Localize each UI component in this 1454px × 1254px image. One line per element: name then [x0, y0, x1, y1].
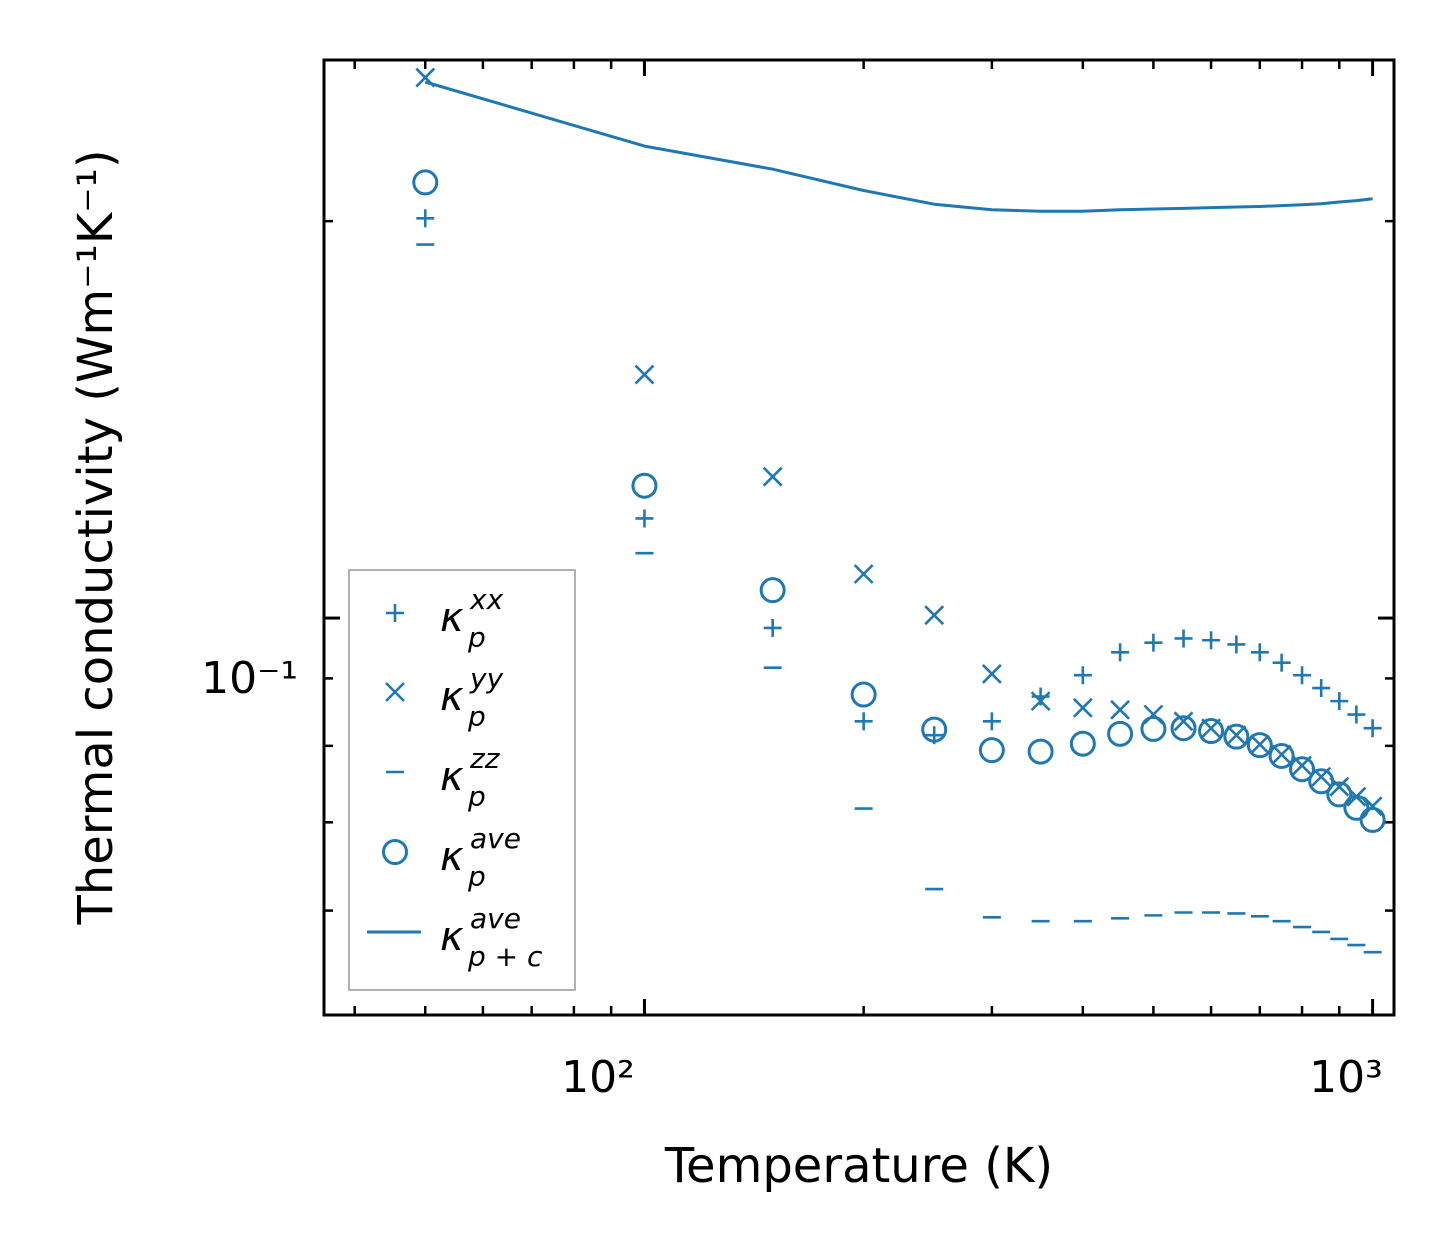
data-point-plus: [1330, 692, 1349, 711]
legend-marker: [386, 604, 404, 622]
legend-label-superscript: yy: [469, 662, 504, 695]
legend-label-superscript: zz: [469, 742, 501, 775]
legend-label: κ: [440, 914, 464, 960]
data-point-x: [634, 364, 655, 385]
legend-label-superscript: ave: [470, 902, 521, 935]
legend-label: κ: [440, 834, 464, 880]
data-point-x: [1226, 725, 1247, 746]
x-tick-label-100: 10²: [561, 1052, 635, 1103]
legend-label-subscript: p: [467, 860, 486, 893]
legend-label-subscript: p: [467, 780, 486, 813]
data-point-plus: [1111, 643, 1130, 662]
series-plus: [416, 209, 1382, 745]
data-point-plus: [1227, 635, 1246, 654]
legend-entry: κ yy p: [385, 662, 504, 733]
legend-entry: κ ave p: [382, 822, 521, 893]
legend-label: κ: [440, 754, 464, 800]
major-ticks: [324, 60, 1394, 1015]
data-point-plus: [416, 209, 435, 228]
data-point-circle: [1289, 756, 1316, 783]
x-tick-labels: 10² 10³: [561, 1052, 1383, 1103]
legend-label-subscript: p: [467, 700, 486, 733]
x-axis-label: Temperature (K): [664, 1138, 1053, 1194]
data-point-circle: [1359, 806, 1386, 833]
series-circle: [412, 169, 1386, 833]
data-point-x: [1249, 734, 1270, 755]
data-point-circle: [850, 681, 877, 708]
series-hline: [416, 243, 1382, 954]
data-point-plus: [1174, 629, 1193, 648]
legend-label-subscript: p + c: [467, 940, 543, 973]
data-point-circle: [978, 737, 1005, 764]
x-tick-label-1000: 10³: [1309, 1052, 1383, 1103]
data-point-x: [1030, 691, 1051, 712]
data-point-circle: [1268, 742, 1295, 769]
legend-box: [348, 569, 576, 991]
y-tick-label-0.1: 10⁻¹: [201, 653, 298, 704]
data-point-circle: [1140, 715, 1167, 742]
data-point-x: [1110, 699, 1131, 720]
data-point-plus: [854, 712, 873, 731]
legend-label-superscript: xx: [469, 583, 504, 616]
data-point-x: [981, 664, 1002, 684]
data-point-x: [762, 466, 783, 487]
series-line: [424, 80, 1373, 213]
legend-marker: [385, 682, 405, 702]
legend-marker: [382, 839, 408, 865]
legend-label-subscript: p: [467, 621, 486, 654]
data-point-plus: [1073, 666, 1092, 685]
legend-entry: κ xx p: [386, 583, 504, 654]
data-point-plus: [1293, 666, 1312, 685]
data-point-plus: [635, 509, 654, 528]
data-point-plus: [1363, 719, 1382, 738]
data-point-plus: [1272, 653, 1291, 672]
legend-entry: κ zz p: [386, 742, 501, 813]
data-point-circle: [1308, 768, 1335, 795]
data-point-plus: [1250, 643, 1269, 662]
legend-label: κ: [440, 674, 464, 720]
legend-label-superscript: ave: [470, 822, 521, 855]
data-point-plus: [982, 712, 1001, 731]
data-point-circle: [1170, 715, 1197, 742]
legend-label: κ: [440, 595, 464, 641]
data-point-circle: [631, 472, 658, 499]
data-point-plus: [1202, 631, 1221, 650]
data-point-x: [1271, 744, 1292, 765]
data-point-circle: [1326, 781, 1353, 808]
data-point-circle: [412, 169, 439, 196]
data-point-x: [1072, 697, 1093, 718]
data-point-circle: [1246, 732, 1273, 759]
plot-frame: [322, 58, 1396, 1017]
data-point-plus: [763, 618, 782, 637]
y-tick-labels: 10⁻¹: [201, 653, 298, 704]
series-line: [424, 80, 1373, 213]
data-point-circle: [759, 577, 786, 604]
data-point-circle: [1107, 720, 1134, 747]
data-point-plus: [1312, 679, 1331, 698]
data-point-x: [1173, 711, 1194, 732]
data-point-x: [924, 605, 945, 626]
legend-entry: κ ave p + c: [367, 902, 543, 973]
data-layer: [412, 67, 1386, 954]
data-point-circle: [1027, 738, 1054, 765]
data-point-circle: [1198, 718, 1225, 745]
data-point-x: [853, 564, 874, 584]
y-axis-label: Thermal conductivity (Wm⁻¹K⁻¹): [68, 149, 124, 925]
data-point-plus: [1347, 705, 1366, 724]
data-point-plus: [1144, 633, 1163, 652]
data-point-circle: [1069, 730, 1096, 757]
data-point-circle: [1223, 723, 1250, 750]
data-point-circle: [921, 716, 948, 743]
